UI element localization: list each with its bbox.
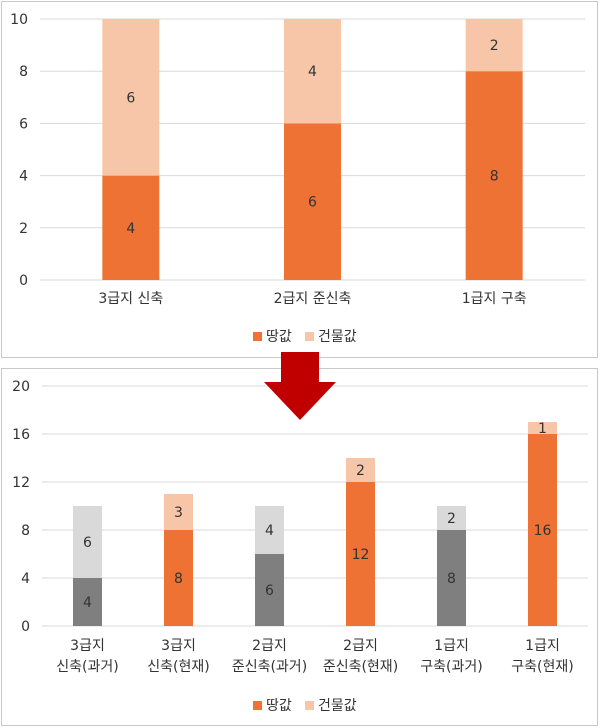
data-label-land: 8 <box>447 571 456 587</box>
y-tick-label: 2 <box>19 221 28 237</box>
legend-swatch-land <box>253 332 262 341</box>
bar-segment-building <box>102 19 160 176</box>
legend-swatch-building <box>305 701 314 710</box>
data-label-building: 4 <box>308 64 317 80</box>
x-category-label: 준신축(현재) <box>323 659 398 675</box>
y-tick-label: 12 <box>12 475 30 491</box>
bar-segment-building <box>284 19 341 124</box>
bar-segment-building <box>73 506 102 578</box>
data-label-land: 16 <box>534 523 552 539</box>
chart-bottom: 048121620463급지신축(과거)833급지신축(현재)642급지준신축(… <box>12 379 588 714</box>
x-category-label: 신축(과거) <box>56 659 118 675</box>
x-category-label: 3급지 <box>70 638 105 654</box>
bar-segment-land <box>284 123 341 281</box>
x-category-label: 3급지 신축 <box>98 291 163 307</box>
y-tick-label: 0 <box>19 273 28 289</box>
data-label-building: 1 <box>538 421 547 437</box>
legend-label-building: 건물값 <box>318 698 357 714</box>
x-category-label: 구축(현재) <box>511 659 573 675</box>
x-category-label: 구축(과거) <box>420 659 482 675</box>
bar-segment-building <box>255 506 284 554</box>
data-label-building: 4 <box>265 523 274 539</box>
bar-segment-land <box>73 578 102 626</box>
bar-segment-land <box>164 530 193 626</box>
data-label-land: 12 <box>352 547 370 563</box>
legend-swatch-land <box>253 701 262 710</box>
data-label-building: 6 <box>83 535 92 551</box>
data-label-building: 3 <box>174 505 183 521</box>
legend-label-land: 땅값 <box>266 329 292 345</box>
legend-swatch-building <box>305 332 314 341</box>
x-category-label: 준신축(과거) <box>232 659 307 675</box>
bar-segment-building <box>164 494 193 530</box>
bar-segment-building <box>346 458 375 482</box>
y-tick-label: 8 <box>21 523 30 539</box>
x-category-label: 3급지 <box>161 638 196 654</box>
bar-segment-land <box>465 71 523 280</box>
bar-segment-land <box>255 554 284 626</box>
legend-label-building: 건물값 <box>318 329 357 345</box>
y-tick-label: 6 <box>19 116 28 132</box>
x-category-label: 2급지 <box>252 638 287 654</box>
data-label-building: 6 <box>126 90 135 106</box>
bar-segment-land <box>437 530 466 626</box>
bar-segment-building <box>437 506 466 530</box>
x-category-label: 1급지 <box>525 638 560 654</box>
x-category-label: 신축(현재) <box>147 659 209 675</box>
data-label-land: 6 <box>265 583 274 599</box>
bar-segment-land <box>102 175 160 280</box>
data-label-building: 2 <box>356 463 365 479</box>
y-tick-label: 4 <box>19 169 28 185</box>
data-label-land: 4 <box>126 221 135 237</box>
y-tick-label: 4 <box>21 571 30 587</box>
down-arrow-icon <box>264 352 336 420</box>
bar-segment-land <box>528 434 557 626</box>
legend-label-land: 땅값 <box>266 698 292 714</box>
x-category-label: 2급지 준신축 <box>274 291 352 307</box>
y-tick-label: 10 <box>10 12 28 28</box>
x-category-label: 1급지 <box>434 638 469 654</box>
bar-segment-land <box>346 482 375 626</box>
bar-segment-building <box>528 422 557 434</box>
y-tick-label: 0 <box>21 619 30 635</box>
bar-segment-building <box>465 19 523 72</box>
x-category-label: 2급지 <box>343 638 378 654</box>
data-label-land: 4 <box>83 595 92 611</box>
x-category-label: 1급지 구축 <box>462 291 527 307</box>
y-tick-label: 8 <box>19 64 28 80</box>
data-label-land: 6 <box>308 195 317 211</box>
data-label-building: 2 <box>447 511 456 527</box>
y-tick-label: 16 <box>12 427 30 443</box>
data-label-building: 2 <box>490 38 499 54</box>
y-tick-label: 20 <box>12 379 30 395</box>
data-label-land: 8 <box>490 169 499 185</box>
data-label-land: 8 <box>174 571 183 587</box>
